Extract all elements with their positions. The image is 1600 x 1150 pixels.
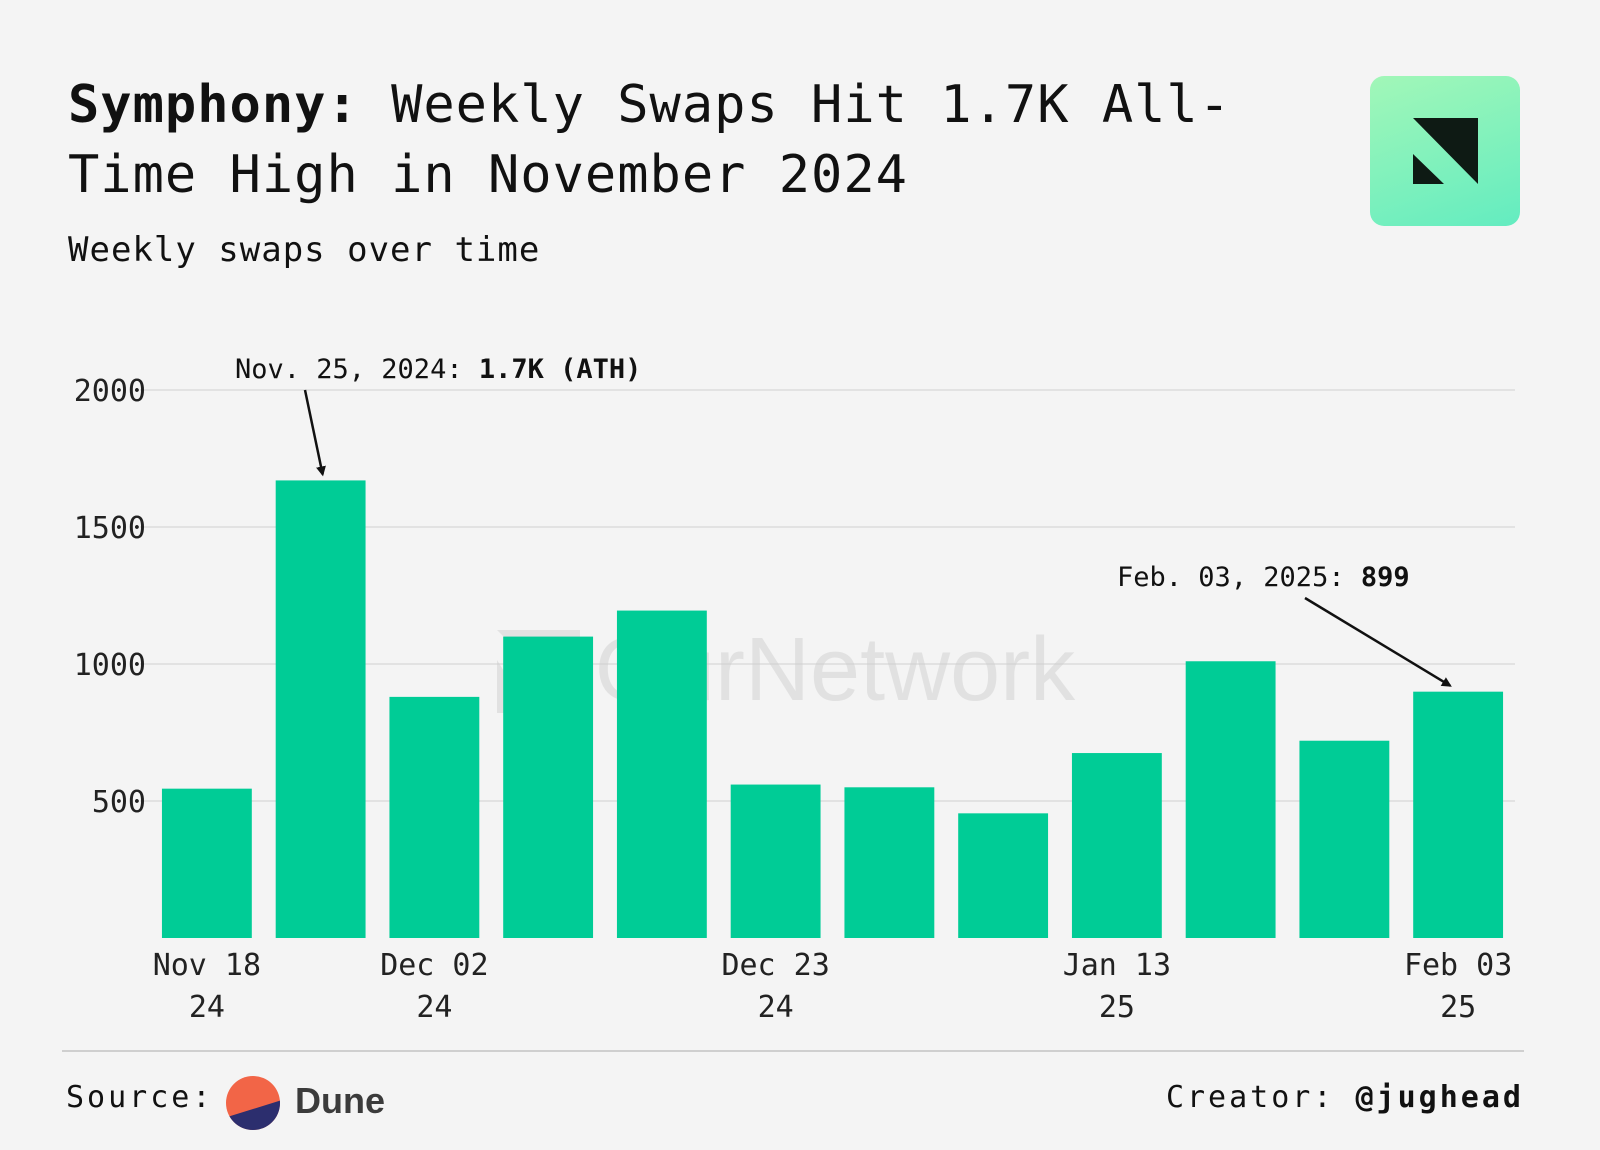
x-tick-label: Dec 02 bbox=[380, 948, 488, 983]
x-tick-label: Jan 13 bbox=[1063, 948, 1171, 983]
annotation-ath: Nov. 25, 2024: 1.7K (ATH) bbox=[235, 354, 641, 385]
x-tick-year: 24 bbox=[758, 990, 794, 1025]
y-tick-label: 1000 bbox=[74, 648, 146, 683]
y-tick-label: 1500 bbox=[74, 511, 146, 546]
annotation-arrow bbox=[303, 389, 326, 477]
bar bbox=[161, 788, 252, 938]
creator-handle: @jughead bbox=[1355, 1080, 1524, 1115]
chart-title: Symphony: Weekly Swaps Hit 1.7K All-Time… bbox=[68, 70, 1308, 210]
title-bold: Symphony: bbox=[68, 75, 359, 135]
bar bbox=[1071, 753, 1162, 938]
y-tick-label: 2000 bbox=[74, 374, 146, 409]
bar bbox=[616, 610, 707, 938]
title-rest: Weekly Swaps Hit 1.7K All-Time High in N… bbox=[68, 75, 1232, 205]
chart-subtitle: Weekly swaps over time bbox=[68, 230, 541, 270]
y-tick-label: 500 bbox=[92, 785, 146, 820]
dune-logo-icon bbox=[226, 1076, 280, 1130]
bar bbox=[1185, 661, 1276, 938]
creator-credit: Creator: @jughead bbox=[1166, 1080, 1524, 1115]
annotation-latest: Feb. 03, 2025: 899 bbox=[1117, 562, 1410, 593]
x-tick-year: 24 bbox=[189, 990, 225, 1025]
x-tick-label: Feb 03 bbox=[1404, 948, 1512, 983]
bar bbox=[958, 813, 1049, 938]
bar bbox=[1413, 691, 1504, 938]
annotation-arrow bbox=[1304, 596, 1452, 687]
source-label: Source: bbox=[66, 1080, 214, 1115]
x-tick-year: 24 bbox=[416, 990, 452, 1025]
bar bbox=[730, 784, 821, 938]
x-tick-year: 25 bbox=[1440, 990, 1476, 1025]
ournetwork-logo-icon bbox=[1370, 76, 1520, 226]
x-tick-label: Dec 23 bbox=[721, 948, 829, 983]
x-tick-label: Nov 18 bbox=[153, 948, 261, 983]
bar bbox=[389, 696, 480, 938]
bar bbox=[844, 787, 935, 938]
source-name: Dune bbox=[295, 1080, 385, 1121]
footer-divider bbox=[62, 1050, 1524, 1052]
creator-label: Creator: bbox=[1165, 1080, 1335, 1115]
bar bbox=[1299, 740, 1390, 938]
bar bbox=[503, 636, 594, 938]
x-tick-year: 25 bbox=[1099, 990, 1135, 1025]
bar bbox=[275, 480, 366, 938]
